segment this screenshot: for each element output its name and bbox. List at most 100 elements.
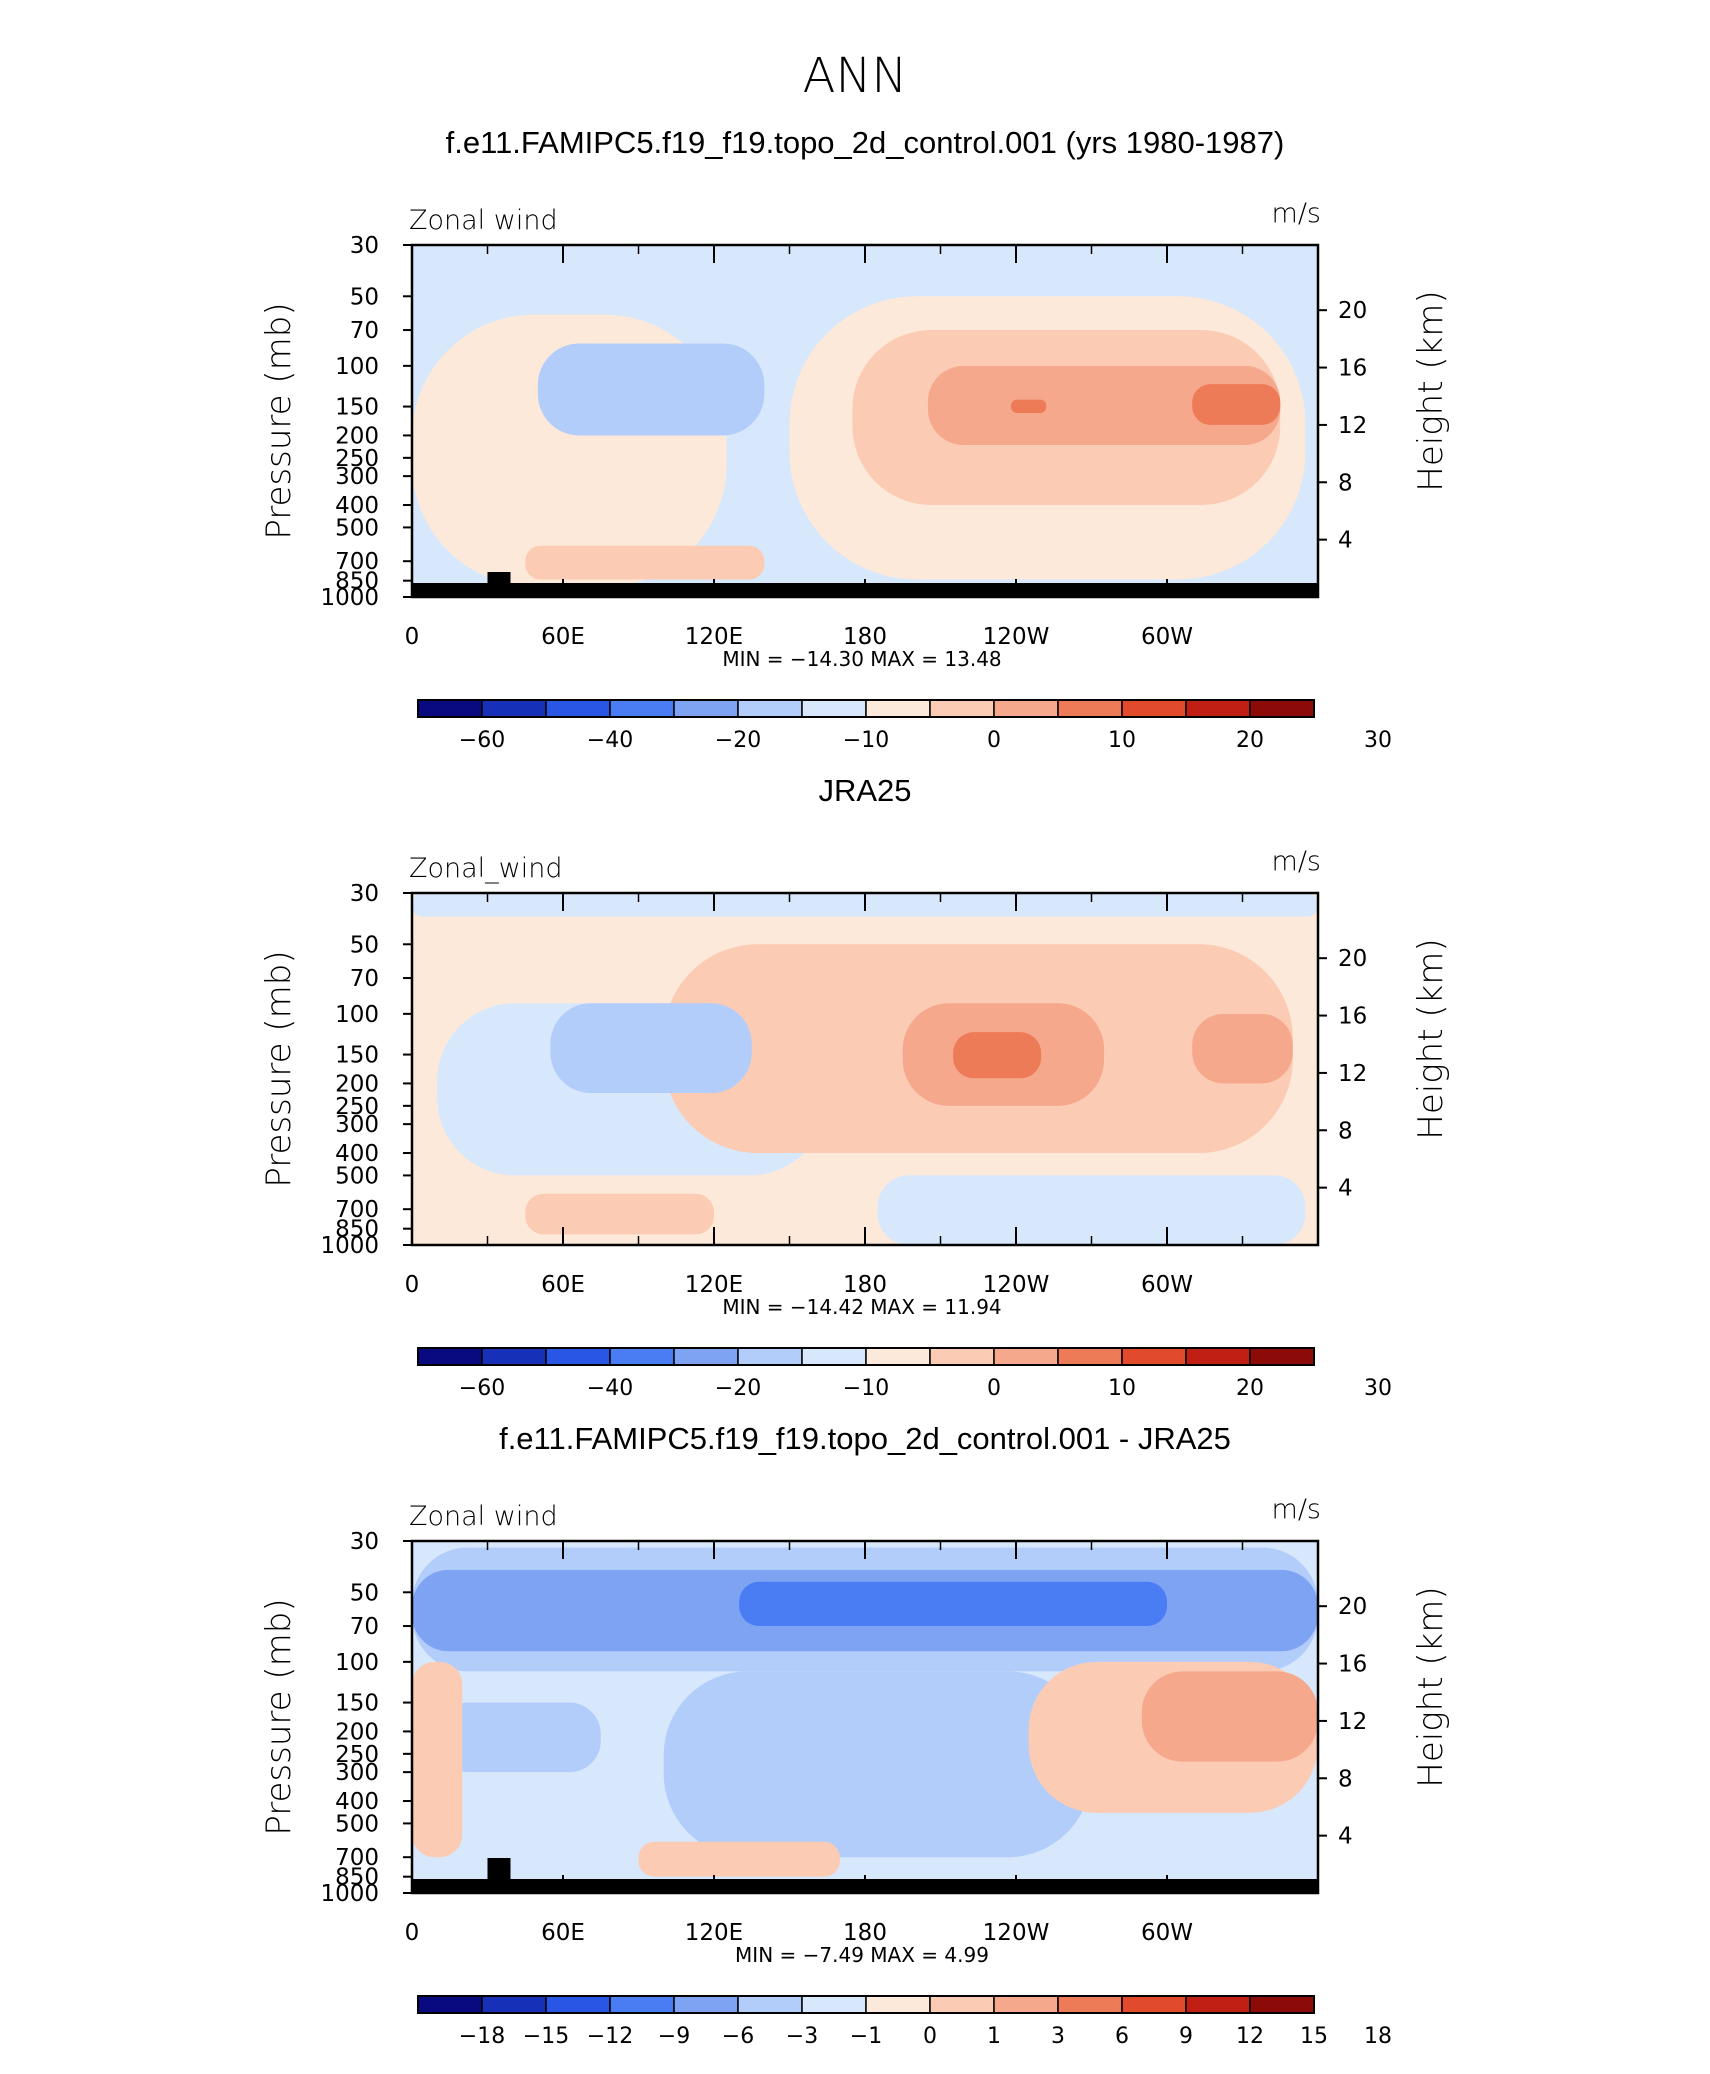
colorbar-swatch — [993, 1347, 1059, 1366]
colorbar-label: −60 — [459, 728, 505, 753]
colorbar-swatch — [545, 1347, 611, 1366]
pressure-tick-label: 250 — [335, 1742, 379, 1768]
colorbar-label: −40 — [587, 1376, 633, 1401]
pressure-tick-label: 70 — [350, 318, 379, 344]
colorbar: −18 −15 −12 −9 −6 −3 −1 0 1 3 6 9 12 15 18 — [417, 1995, 1392, 2049]
variable-label: Zonal wind — [409, 1501, 558, 1532]
colorbar-label: −6 — [722, 2024, 754, 2049]
height-tick-label: 12 — [1338, 1061, 1367, 1087]
colorbar-swatch — [673, 1347, 739, 1366]
colorbar-label: 6 — [1115, 2024, 1129, 2049]
colorbar: −60 −40 −20 −10 0 10 20 30 — [417, 699, 1392, 753]
pressure-tick-label: 300 — [335, 1112, 379, 1138]
pressure-tick-label: 50 — [350, 284, 379, 310]
colorbar-label: −1 — [850, 2024, 882, 2049]
lon-tick-label: 60E — [541, 1920, 585, 1946]
pressure-tick-label: 100 — [335, 354, 379, 380]
colorbar-swatch — [481, 1995, 547, 2014]
topography-peak — [487, 1858, 511, 1888]
colorbar-label: 10 — [1108, 728, 1136, 753]
contour-region-3 — [877, 1175, 1306, 1245]
contour-region-4 — [663, 1671, 1092, 1858]
height-tick-label: 20 — [1338, 1594, 1367, 1620]
pressure-tick-label: 300 — [335, 1760, 379, 1786]
panel-3: f.e11.FAMIPC5.f19_f19.topo_2d_control.00… — [259, 1421, 1451, 2049]
pressure-tick-label: 700 — [335, 1197, 379, 1223]
colorbar-frame — [417, 1995, 1315, 2014]
pressure-tick-label: 850 — [335, 1865, 379, 1891]
colorbar-swatch — [737, 699, 803, 718]
lon-tick-label: 60E — [541, 1272, 585, 1298]
colorbar-swatch — [545, 1995, 611, 2014]
pressure-tick-label: 100 — [335, 1002, 379, 1028]
lon-tick-label: 0 — [405, 1920, 420, 1946]
lon-tick-label: 120W — [983, 1272, 1050, 1298]
contour-region-8 — [550, 1003, 752, 1094]
units-label: m/s — [1272, 846, 1321, 877]
colorbar-swatch — [1121, 1347, 1187, 1366]
colorbar-swatch — [1249, 1995, 1315, 2014]
colorbar-label: 20 — [1236, 1376, 1264, 1401]
colorbar-swatch — [801, 1347, 867, 1366]
page-title: ANN — [803, 48, 908, 104]
pressure-tick-label: 30 — [350, 881, 379, 907]
pressure-tick-label: 1000 — [320, 1233, 379, 1259]
contour-region-6 — [1192, 384, 1281, 425]
height-axis-title: Height (km) — [1411, 290, 1451, 491]
height-tick-label: 12 — [1338, 1709, 1367, 1735]
colorbar-swatch — [481, 699, 547, 718]
min-max-stats: MIN = −14.42 MAX = 11.94 — [722, 1295, 1001, 1319]
variable-label: Zonal_wind — [409, 853, 563, 884]
pressure-tick-label: 200 — [335, 1071, 379, 1097]
colorbar-swatch — [865, 1347, 931, 1366]
contour-region-9 — [638, 1841, 840, 1877]
lon-tick-label: 120E — [685, 1920, 743, 1946]
pressure-tick-label: 70 — [350, 966, 379, 992]
lon-tick-label: 60W — [1141, 624, 1193, 650]
pressure-tick-label: 500 — [335, 1811, 379, 1837]
colorbar-label: 12 — [1236, 2024, 1264, 2049]
colorbar-label: −10 — [843, 1376, 889, 1401]
colorbar-swatch — [609, 1995, 675, 2014]
colorbar-swatch — [609, 1347, 675, 1366]
colorbar-swatch — [1185, 699, 1251, 718]
colorbar-swatch — [417, 1995, 483, 2014]
pressure-tick-label: 400 — [335, 1141, 379, 1167]
colorbar-label: −10 — [843, 728, 889, 753]
colorbar-frame — [417, 1347, 1315, 1366]
pressure-tick-label: 150 — [335, 1043, 379, 1069]
contour-region-8 — [525, 545, 765, 580]
height-tick-label: 16 — [1338, 1004, 1367, 1030]
pressure-tick-label: 1000 — [320, 1881, 379, 1907]
pressure-axis-title: Pressure (mb) — [259, 302, 299, 539]
colorbar-swatch — [865, 1995, 931, 2014]
colorbar-swatch — [417, 1347, 483, 1366]
colorbar-swatch — [1121, 699, 1187, 718]
colorbar-swatch — [801, 699, 867, 718]
colorbar-frame — [417, 699, 1315, 718]
colorbar-swatch — [929, 699, 995, 718]
lon-tick-label: 60W — [1141, 1920, 1193, 1946]
pressure-tick-label: 30 — [350, 1529, 379, 1555]
pressure-tick-label: 850 — [335, 569, 379, 595]
panels: f.e11.FAMIPC5.f19_f19.topo_2d_control.00… — [259, 125, 1451, 2049]
contour-region-7 — [1192, 1013, 1293, 1084]
colorbar-label: −3 — [786, 2024, 818, 2049]
variable-label: Zonal wind — [409, 205, 558, 236]
units-label: m/s — [1272, 1494, 1321, 1525]
height-tick-label: 8 — [1338, 470, 1353, 496]
height-tick-label: 8 — [1338, 1118, 1353, 1144]
height-tick-label: 16 — [1338, 1652, 1367, 1678]
pressure-tick-label: 850 — [335, 1217, 379, 1243]
colorbar-swatch — [673, 699, 739, 718]
pressure-tick-label: 300 — [335, 464, 379, 490]
contour-region-4 — [927, 365, 1281, 446]
colorbar-swatch — [1185, 1995, 1251, 2014]
colorbar-label: −40 — [587, 728, 633, 753]
colorbar-swatch — [929, 1995, 995, 2014]
lon-tick-label: 60W — [1141, 1272, 1193, 1298]
colorbar-swatch — [737, 1995, 803, 2014]
height-tick-label: 4 — [1338, 528, 1353, 554]
colorbar-label: −12 — [587, 2024, 633, 2049]
colorbar-label: 30 — [1364, 728, 1392, 753]
